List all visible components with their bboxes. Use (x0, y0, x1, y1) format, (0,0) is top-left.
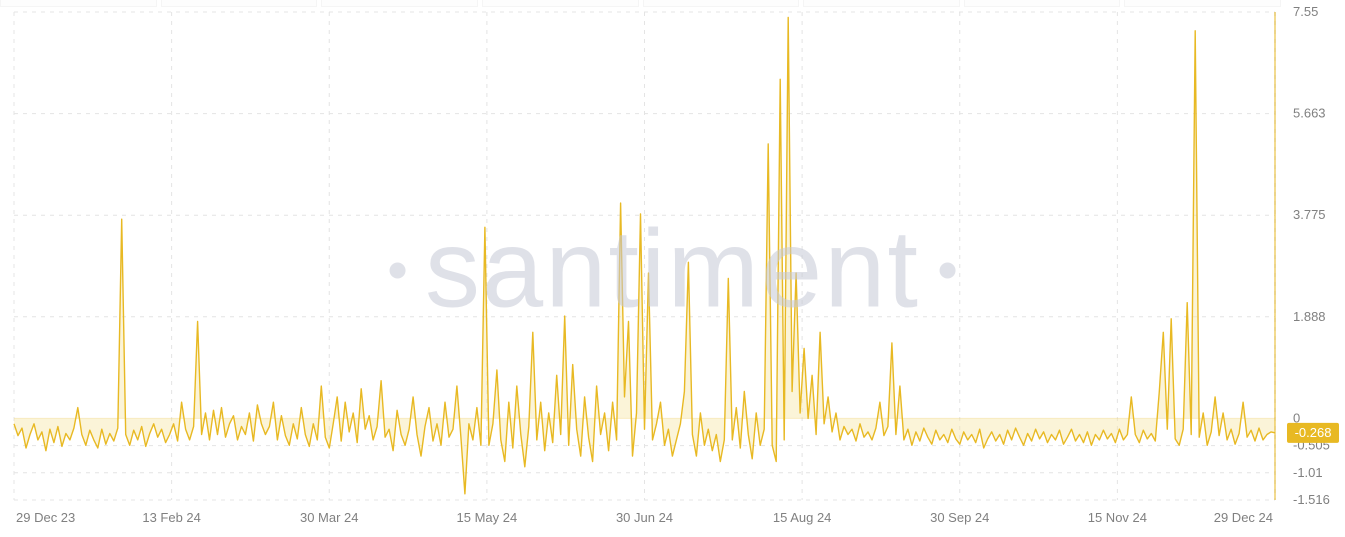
y-tick-label: 7.55 (1293, 4, 1318, 19)
sentiment-chart: santiment 7.555.6633.7751.8880-0.505-1.0… (0, 0, 1345, 537)
x-tick-label: 13 Feb 24 (142, 510, 201, 525)
x-tick-label: 30 Sep 24 (930, 510, 989, 525)
x-tick-label: 30 Jun 24 (616, 510, 673, 525)
x-tick-label: 15 May 24 (457, 510, 518, 525)
tab-strip (0, 0, 1285, 6)
x-tick-label: 29 Dec 24 (1214, 510, 1273, 525)
y-tick-label: -1.01 (1293, 465, 1323, 480)
y-tick-label: 3.775 (1293, 207, 1326, 222)
x-tick-label: 30 Mar 24 (300, 510, 359, 525)
y-tick-label: -1.516 (1293, 492, 1330, 507)
y-tick-label: 1.888 (1293, 309, 1326, 324)
chart-svg: 7.555.6633.7751.8880-0.505-1.01-1.516-0.… (0, 0, 1345, 537)
x-tick-label: 15 Nov 24 (1088, 510, 1147, 525)
x-tick-label: 29 Dec 23 (16, 510, 75, 525)
y-tick-label: 5.663 (1293, 106, 1326, 121)
x-tick-label: 15 Aug 24 (773, 510, 832, 525)
current-value-text: -0.268 (1295, 425, 1332, 440)
